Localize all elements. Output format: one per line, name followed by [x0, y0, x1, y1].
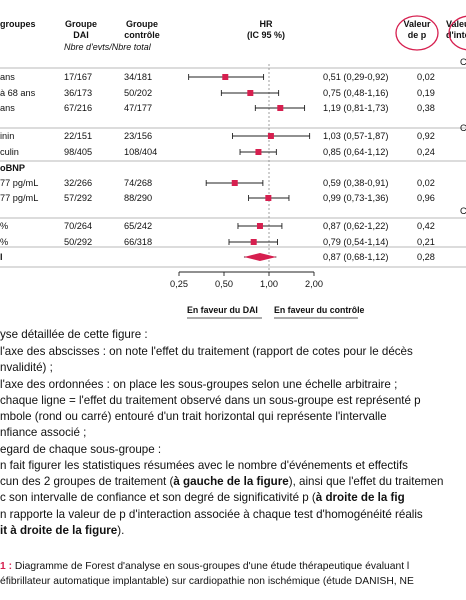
header-subgroups: groupes [0, 19, 36, 29]
control-count: 66/318 [124, 237, 153, 247]
p-value-highlight-circle [395, 15, 439, 51]
p-interaction-value: C [460, 123, 466, 133]
p-value: 0,42 [417, 221, 435, 231]
analysis-row-line1: chaque ligne = l'effet du traitement obs… [0, 394, 421, 407]
subgroup-label: ans [0, 103, 15, 113]
hr-ci-value: 0,99 (0,73-1,36) [323, 193, 389, 203]
subgroup-label: 77 pg/mL [0, 178, 39, 188]
control-count: 108/404 [124, 147, 158, 157]
hr-marker [265, 195, 272, 201]
hr-marker [231, 180, 238, 186]
analysis-row-line3: nfiance associé ; [0, 426, 87, 439]
subgroup-label: % [0, 237, 9, 247]
subgroup-label: oBNP [0, 163, 26, 173]
hr-marker [255, 149, 262, 155]
hr-ci-value: 0,87 (0,68-1,12) [323, 252, 389, 262]
forest-plot [0, 15, 466, 319]
x-axis-tick-label: 2,00 [305, 279, 323, 289]
dai-count: 57/292 [64, 193, 93, 203]
header-counts-sub: Nbre d'evts/Nbre total [64, 42, 151, 52]
subgroup-label: culin [0, 147, 19, 157]
subgroup-label: % [0, 221, 9, 231]
x-axis-tick-label: 0,25 [170, 279, 188, 289]
p-interaction-value: C [460, 57, 466, 67]
axis-label-favours-dai: En faveur du DAI [187, 305, 258, 315]
dai-count: 50/292 [64, 237, 93, 247]
control-count: 34/181 [124, 72, 153, 82]
control-count: 47/177 [124, 103, 153, 113]
hr-ci-value: 0,85 (0,64-1,12) [323, 147, 389, 157]
p-value: 0,96 [417, 193, 435, 203]
overall-diamond [243, 253, 277, 261]
hr-ci-value: 1,03 (0,57-1,87) [323, 131, 389, 141]
hr-ci-value: 0,51 (0,29-0,92) [323, 72, 389, 82]
hr-marker [247, 90, 254, 96]
hr-marker [250, 239, 257, 245]
analysis-interaction-line2: it à droite de la figure). [0, 524, 125, 537]
dai-count: 32/266 [64, 178, 93, 188]
p-value: 0,19 [417, 88, 435, 98]
header-control: Groupe contrôle [124, 19, 160, 40]
subgroup-label: 77 pg/mL [0, 193, 39, 203]
header-dai: Groupe DAI [64, 19, 97, 40]
analysis-subgroup: egard de chaque sous-groupe : [0, 443, 162, 456]
hr-marker [256, 223, 263, 229]
hr-marker [277, 105, 284, 111]
p-value: 0,02 [417, 178, 435, 188]
p-interaction-value: C [460, 206, 466, 216]
analysis-stats-line1: n fait figurer les statistiques résumées… [0, 459, 408, 472]
hr-marker [267, 133, 274, 139]
analysis-y-axis: l'axe des ordonnées : on place les sous-… [0, 378, 398, 391]
figure-caption-line1: 1 : Diagramme de Forest d'analyse en sou… [0, 561, 410, 572]
x-axis-tick-label: 1,00 [260, 279, 278, 289]
p-value: 0,02 [417, 72, 435, 82]
dai-count: 36/173 [64, 88, 93, 98]
header-p: Valeur de p [403, 19, 431, 40]
p-interaction-highlight-circle [448, 15, 466, 51]
control-count: 50/202 [124, 88, 153, 98]
hr-ci-value: 0,59 (0,38-0,91) [323, 178, 389, 188]
axis-label-favours-control: En faveur du contrôle [274, 305, 365, 315]
dai-count: 98/405 [64, 147, 93, 157]
p-value: 0,28 [417, 252, 435, 262]
analysis-x-axis-line2: nvalidité) ; [0, 361, 53, 374]
analysis-stats-line2: cun des 2 groupes de traitement (à gauch… [0, 475, 444, 488]
p-value: 0,24 [417, 147, 435, 157]
control-count: 74/268 [124, 178, 153, 188]
subgroup-label: ans [0, 72, 15, 82]
x-axis-tick-label: 0,50 [215, 279, 233, 289]
hr-ci-value: 0,87 (0,62-1,22) [323, 221, 389, 231]
p-value: 0,92 [417, 131, 435, 141]
p-value: 0,38 [417, 103, 435, 113]
subgroup-label: à 68 ans [0, 88, 36, 98]
p-value: 0,21 [417, 237, 435, 247]
hr-marker [222, 74, 229, 80]
control-count: 23/156 [124, 131, 153, 141]
figure-caption-line2: éfibrillateur automatique implantable) s… [0, 576, 414, 587]
analysis-heading: yse détaillée de cette figure : [0, 328, 148, 341]
analysis-row-line2: mbole (rond ou carré) entouré d'un trait… [0, 410, 387, 423]
analysis-interaction-line1: n rapporte la valeur de p d'interaction … [0, 508, 423, 521]
hr-ci-value: 0,75 (0,48-1,16) [323, 88, 389, 98]
control-count: 88/290 [124, 193, 153, 203]
subgroup-label: l [0, 252, 3, 262]
header-hr: HR (IC 95 %) [246, 19, 285, 40]
hr-ci-value: 0,79 (0,54-1,14) [323, 237, 389, 247]
hr-ci-value: 1,19 (0,81-1,73) [323, 103, 389, 113]
subgroup-label: inin [0, 131, 15, 141]
dai-count: 70/264 [64, 221, 93, 231]
analysis-stats-line3: c son intervalle de confiance et son deg… [0, 491, 405, 504]
dai-count: 17/167 [64, 72, 93, 82]
dai-count: 67/216 [64, 103, 93, 113]
control-count: 65/242 [124, 221, 153, 231]
dai-count: 22/151 [64, 131, 93, 141]
analysis-x-axis-line1: l'axe des abscisses : on note l'effet du… [0, 345, 413, 358]
header-p-interaction: Valeur d'inte [446, 19, 466, 40]
